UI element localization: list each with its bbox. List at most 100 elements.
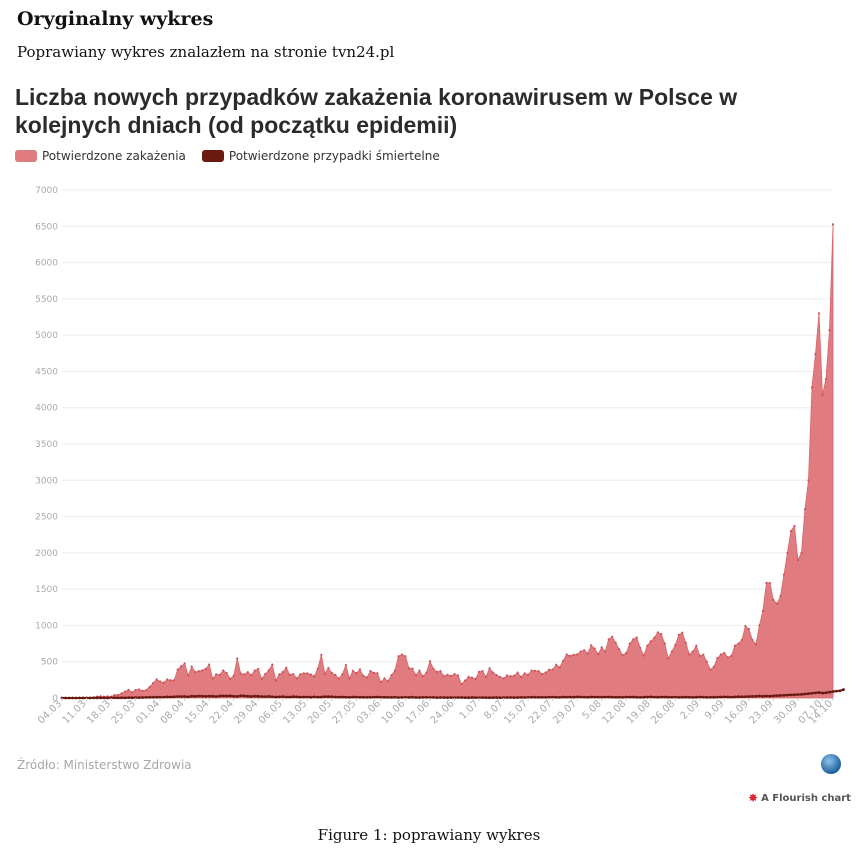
data-point-infections <box>271 663 274 666</box>
data-point-infections <box>155 678 158 681</box>
data-point-infections <box>656 631 659 634</box>
data-point-infections <box>215 673 218 676</box>
data-point-infections <box>229 677 232 681</box>
data-point-deaths <box>617 695 621 699</box>
data-point-infections <box>520 675 523 679</box>
data-point-deaths <box>260 695 264 698</box>
series-area-infections <box>62 224 834 699</box>
data-point-deaths <box>127 696 130 700</box>
data-point-infections <box>509 675 512 678</box>
x-tick-label: 11.03 <box>61 698 89 726</box>
data-point-deaths <box>141 696 145 699</box>
data-point-deaths <box>418 696 421 699</box>
data-point-deaths <box>316 695 320 699</box>
data-point-infections <box>344 663 347 667</box>
data-point-infections <box>432 667 435 671</box>
data-point-infections <box>222 669 225 672</box>
data-point-deaths <box>305 695 309 699</box>
flourish-star-icon: ✸ <box>748 791 759 805</box>
data-point-deaths <box>635 695 639 699</box>
data-point-infections <box>716 656 719 660</box>
data-point-deaths <box>638 695 642 699</box>
data-point-infections <box>159 680 162 683</box>
data-point-deaths <box>652 695 656 699</box>
data-point-infections <box>351 669 354 672</box>
data-point-infections <box>313 675 316 678</box>
legend-item-infections[interactable]: Potwierdzone zakażenia <box>15 149 186 163</box>
data-point-infections <box>166 678 169 681</box>
y-tick-label: 1000 <box>35 621 58 631</box>
data-point-deaths <box>624 695 628 699</box>
data-point-deaths <box>540 695 544 699</box>
data-point-deaths <box>754 694 758 698</box>
data-point-deaths <box>71 696 74 700</box>
y-tick-label: 5500 <box>35 295 58 305</box>
data-point-infections <box>393 669 397 672</box>
data-point-deaths <box>383 695 386 699</box>
data-point-deaths <box>302 695 306 699</box>
data-point-infections <box>428 660 432 663</box>
data-point-deaths <box>516 696 519 699</box>
data-point-infections <box>211 677 214 680</box>
data-point-deaths <box>793 693 796 697</box>
data-point-deaths <box>281 695 285 699</box>
data-point-infections <box>754 643 758 646</box>
data-point-deaths <box>470 696 474 699</box>
data-point-deaths <box>78 696 81 700</box>
data-point-infections <box>477 670 481 673</box>
data-point-deaths <box>442 696 446 699</box>
x-tick-label: 18.03 <box>85 698 113 726</box>
x-tick-label: 27.05 <box>330 698 358 726</box>
data-point-infections <box>642 654 645 657</box>
data-point-infections <box>463 679 467 682</box>
x-tick-label: 12.08 <box>600 698 628 726</box>
data-point-deaths <box>645 695 649 699</box>
data-point-deaths <box>155 695 159 699</box>
x-tick-label: 01.04 <box>134 698 162 726</box>
data-point-infections <box>583 649 586 652</box>
data-point-infections <box>807 479 810 482</box>
data-point-deaths <box>807 692 810 696</box>
data-point-infections <box>190 665 193 668</box>
data-point-infections <box>453 672 456 676</box>
data-point-deaths <box>130 696 134 700</box>
data-point-infections <box>737 642 740 645</box>
data-point-deaths <box>232 694 236 698</box>
data-point-infections <box>551 668 554 671</box>
data-point-infections <box>628 642 631 645</box>
data-point-infections <box>320 653 323 656</box>
data-point-deaths <box>593 695 597 699</box>
data-point-deaths <box>519 696 523 699</box>
data-point-deaths <box>628 695 632 699</box>
data-point-deaths <box>354 695 358 699</box>
data-point-infections <box>782 573 786 576</box>
data-point-deaths <box>102 696 106 700</box>
data-point-infections <box>632 638 635 641</box>
data-point-deaths <box>491 696 495 700</box>
data-point-deaths <box>228 694 232 698</box>
data-point-infections <box>681 631 684 634</box>
data-point-infections <box>621 654 624 657</box>
x-tick-label: 25.03 <box>110 698 138 726</box>
x-tick-label: 06.05 <box>257 698 285 726</box>
data-point-infections <box>208 663 211 666</box>
legend-label-deaths: Potwierdzone przypadki śmiertelne <box>228 149 440 163</box>
flourish-credit[interactable]: ✸ A Flourish chart <box>748 791 851 805</box>
data-point-deaths <box>407 696 411 699</box>
data-point-deaths <box>719 695 723 699</box>
data-point-deaths <box>502 696 505 700</box>
data-point-infections <box>646 644 649 647</box>
data-point-infections <box>201 669 204 672</box>
legend-item-deaths[interactable]: Potwierdzone przypadki śmiertelne <box>201 149 440 163</box>
data-point-infections <box>516 671 519 674</box>
data-point-deaths <box>235 695 239 698</box>
data-point-infections <box>523 672 526 675</box>
data-point-infections <box>236 657 239 660</box>
data-point-infections <box>653 636 656 639</box>
data-point-infections <box>488 667 491 670</box>
data-point-infections <box>365 676 368 679</box>
data-point-infections <box>558 666 561 669</box>
data-point-deaths <box>558 695 562 699</box>
data-point-deaths <box>835 689 838 693</box>
data-point-infections <box>562 659 565 662</box>
